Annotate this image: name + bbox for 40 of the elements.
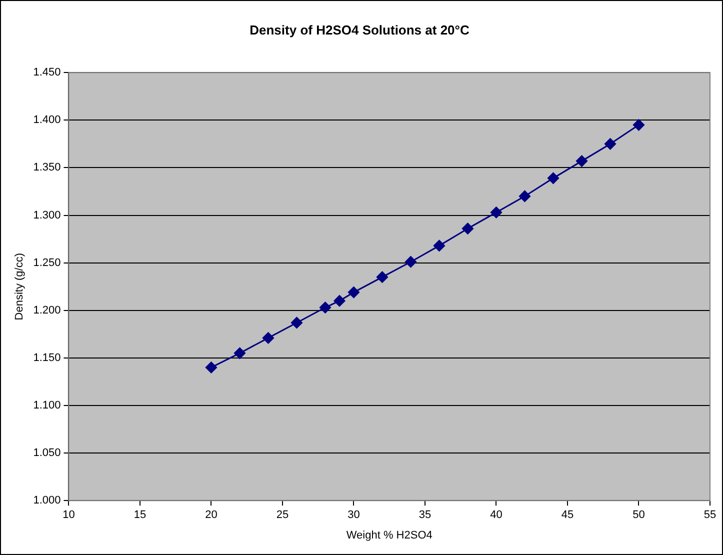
point bbox=[334, 295, 346, 307]
y-tick-label: 1.350 bbox=[33, 162, 61, 174]
y-tick-label: 1.200 bbox=[33, 304, 61, 316]
x-tick-label: 40 bbox=[490, 509, 502, 522]
point bbox=[576, 155, 588, 167]
y-tick-label: 1.450 bbox=[33, 66, 61, 79]
point bbox=[348, 286, 360, 298]
x-axis-title: Weight % H2SO4 bbox=[346, 529, 432, 542]
point bbox=[376, 271, 388, 283]
y-tick-label: 1.400 bbox=[33, 114, 61, 126]
x-tick-label: 25 bbox=[276, 509, 289, 522]
point bbox=[205, 362, 217, 374]
point bbox=[404, 256, 416, 268]
point bbox=[290, 316, 302, 328]
y-tick-label: 1.000 bbox=[33, 494, 61, 507]
x-tick-label: 35 bbox=[418, 509, 432, 522]
y-tick-label: 1.050 bbox=[33, 447, 61, 460]
point bbox=[604, 138, 616, 150]
y-tick-label: 1.100 bbox=[33, 400, 61, 412]
x-tick-label: 20 bbox=[205, 509, 218, 522]
y-tick-label: 1.150 bbox=[33, 352, 61, 364]
y-axis-title: Density (g/cc) bbox=[14, 252, 26, 320]
point bbox=[462, 222, 474, 234]
point bbox=[319, 302, 331, 314]
point bbox=[632, 119, 644, 131]
x-tick-label: 55 bbox=[704, 509, 716, 522]
y-tick-label: 1.300 bbox=[33, 209, 61, 222]
point bbox=[234, 347, 246, 359]
point bbox=[262, 332, 274, 344]
point bbox=[518, 190, 530, 202]
x-tick-label: 45 bbox=[561, 509, 574, 522]
point bbox=[547, 172, 559, 184]
x-tick-label: 15 bbox=[134, 509, 146, 522]
y-tick-label: 1.250 bbox=[33, 256, 61, 269]
x-tick-label: 10 bbox=[62, 509, 75, 522]
x-tick-label: 50 bbox=[632, 509, 645, 522]
point bbox=[433, 240, 445, 252]
chart-title: Density of H2SO4 Solutions at 20°C bbox=[250, 22, 470, 38]
x-tick-label: 30 bbox=[348, 509, 360, 522]
point bbox=[490, 206, 502, 218]
